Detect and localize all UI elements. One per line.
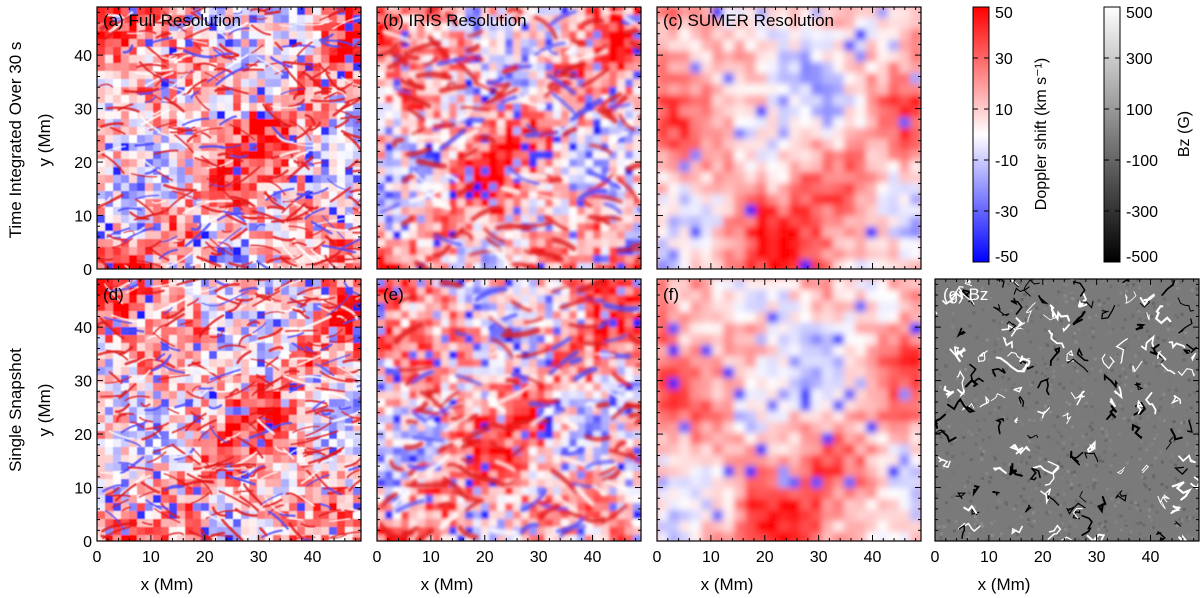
y-axis-title-top: y (Mm) (35, 114, 54, 167)
doppler-fibrils (97, 279, 361, 541)
axis-ticks (656, 279, 921, 542)
panel-b-iris-resolution (376, 6, 642, 270)
panel-frame (376, 278, 642, 542)
x-tick-label: 40 (584, 549, 602, 566)
bz-colorbar-label: Bz (G) (1176, 111, 1193, 157)
doppler-map (657, 279, 921, 541)
x-tick-label: 10 (142, 549, 160, 566)
panel-g-bz: 0 10 20 30 40 (931, 278, 1200, 566)
panel-c-sumer-resolution (656, 6, 922, 270)
y-tick-label: 20 (74, 427, 92, 444)
doppler-colorbar-tick: -50 (995, 249, 1018, 266)
panel-frame (656, 6, 922, 270)
bz-colorbar-tick: -500 (1126, 249, 1158, 266)
x-tick-label: 0 (373, 549, 382, 566)
panel-frame (376, 6, 642, 270)
doppler-colorbar-label: Doppler shift (km s⁻¹) (1033, 58, 1050, 210)
bz-colorbar-tick: 300 (1126, 51, 1153, 68)
x-tick-label: 40 (864, 549, 882, 566)
colorbar-ticks: 50 30 10 -10 -30 -50 500 300 100 -100 -300 -500 (973, 5, 1158, 266)
x-tick-label: 20 (1034, 549, 1052, 566)
panel-label-a: (a) Full Resolution (103, 11, 241, 30)
doppler-colorbar-tick: -30 (995, 204, 1018, 221)
y-tick-label: 10 (74, 209, 92, 226)
x-tick-label: 40 (304, 549, 322, 566)
panel-d-full-resolution: 0 10 20 30 40 0 10 20 30 40 (74, 278, 362, 566)
row-title-integrated: Time Integrated Over 30 s (6, 42, 25, 239)
x-tick-label: 30 (530, 549, 548, 566)
panel-e-iris-resolution: 0 10 20 30 40 (373, 278, 642, 566)
panel-f-sumer-resolution: 0 10 20 30 40 (653, 278, 922, 566)
y-tick-label: 10 (74, 481, 92, 498)
doppler-colorbar-tick: -10 (995, 153, 1018, 170)
panel-label-f: (f) (663, 285, 679, 304)
panel-frame (96, 6, 362, 270)
y-tick-label: 30 (74, 374, 92, 391)
panel-a-full-resolution: 0 10 20 30 40 (74, 6, 362, 279)
panel-frame (656, 278, 922, 542)
doppler-fibrils (377, 7, 641, 269)
y-axis-title-bottom: y (Mm) (35, 384, 54, 437)
y-tick-label: 30 (74, 102, 92, 119)
bz-texture (935, 279, 1199, 541)
y-tick-label: 40 (74, 48, 92, 65)
x-axis-title-c: x (Mm) (701, 575, 754, 594)
bz-colorbar (1103, 6, 1121, 263)
axis-ticks (96, 279, 361, 542)
x-tick-label: 0 (653, 549, 662, 566)
bz-colorbar-tick: -300 (1126, 204, 1158, 221)
axis-ticks (376, 279, 641, 542)
panel-frame (96, 278, 362, 542)
x-tick-label: 0 (931, 549, 940, 566)
axis-ticks (376, 7, 641, 270)
panel-label-e: (e) (383, 285, 404, 304)
x-tick-label: 40 (1142, 549, 1160, 566)
panel-label-b: (b) IRIS Resolution (383, 11, 527, 30)
x-tick-label: 30 (1088, 549, 1106, 566)
doppler-map (657, 7, 921, 269)
x-tick-label: 10 (980, 549, 998, 566)
doppler-fibrils (378, 279, 641, 541)
panel-label-d: (d) (103, 285, 124, 304)
x-axis-title-g: x (Mm) (978, 575, 1031, 594)
doppler-colorbar (972, 6, 990, 263)
y-tick-label: 0 (83, 534, 92, 551)
x-axis-title-a: x (Mm) (141, 575, 194, 594)
axis-ticks (656, 7, 921, 270)
panel-label-c: (c) SUMER Resolution (663, 11, 834, 30)
bz-colorbar-tick: 500 (1126, 5, 1153, 22)
x-tick-label: 30 (250, 549, 268, 566)
x-tick-label: 0 (93, 549, 102, 566)
x-tick-label: 10 (702, 549, 720, 566)
panel-label-g: (g) Bz (943, 285, 988, 304)
x-tick-label: 30 (810, 549, 828, 566)
axis-ticks (934, 279, 1199, 542)
x-tick-label: 10 (422, 549, 440, 566)
bz-colorbar-tick: -100 (1126, 153, 1158, 170)
panel-frame (934, 278, 1200, 542)
bz-colorbar-tick: 100 (1126, 102, 1153, 119)
doppler-fibrils (97, 7, 361, 269)
doppler-colorbar-tick: 10 (995, 102, 1013, 119)
doppler-colorbar-tick: 30 (995, 51, 1013, 68)
doppler-colorbar-tick: 50 (995, 5, 1013, 22)
row-title-snapshot: Single Snapshot (6, 348, 25, 472)
axis-ticks (96, 7, 361, 270)
y-tick-label: 0 (83, 262, 92, 279)
x-tick-label: 20 (476, 549, 494, 566)
y-tick-label: 20 (74, 155, 92, 172)
y-tick-label: 40 (74, 320, 92, 337)
x-tick-label: 20 (196, 549, 214, 566)
x-axis-title-b: x (Mm) (421, 575, 474, 594)
x-tick-label: 20 (756, 549, 774, 566)
